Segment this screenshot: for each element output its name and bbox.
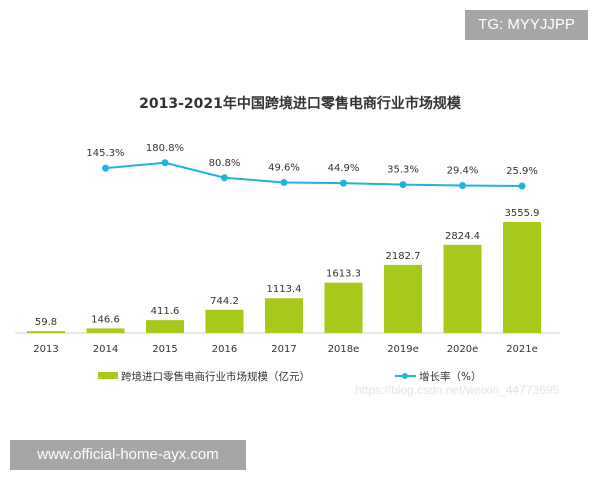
tg-watermark: TG: MYYJJPP	[465, 10, 588, 40]
bar-value-label: 744.2	[210, 296, 239, 307]
growth-label: 35.3%	[387, 165, 419, 176]
bar-value-label: 1113.4	[267, 284, 302, 295]
bar-value-label: 2824.4	[445, 231, 480, 242]
bar	[146, 320, 184, 333]
csdn-watermark: https://blog.csdn.net/weixin_44773695	[355, 383, 560, 397]
x-tick-label: 2020e	[447, 344, 479, 355]
growth-label: 145.3%	[86, 148, 124, 159]
growth-line	[105, 161, 523, 187]
bar-value-label: 1613.3	[326, 269, 361, 280]
growth-label: 49.6%	[268, 162, 300, 173]
x-tick-label: 2015	[152, 344, 177, 355]
x-tick-label: 2019e	[387, 344, 419, 355]
legend-line-label: 增长率（%）	[419, 370, 481, 383]
bar	[324, 282, 363, 333]
bar	[503, 222, 541, 333]
x-tick-label: 2013	[33, 344, 58, 355]
bar-value-label: 59.8	[35, 317, 57, 328]
bar	[27, 331, 65, 333]
bar-value-label: 3555.9	[505, 208, 540, 219]
bar	[86, 328, 125, 333]
bar-value-label: 411.6	[151, 306, 180, 317]
growth-point	[161, 159, 169, 167]
x-tick-label: 2016	[212, 344, 237, 355]
bar	[265, 298, 303, 333]
bar	[443, 244, 482, 333]
x-tick-label: 2014	[93, 344, 118, 355]
legend-line-marker	[402, 373, 408, 379]
growth-label: 29.4%	[447, 165, 479, 176]
bar-value-label: 146.6	[91, 314, 120, 325]
legend-bar-swatch	[98, 372, 118, 379]
growth-label: 80.8%	[209, 158, 241, 169]
site-watermark: www.official-home-ayx.com	[10, 440, 246, 470]
legend-bar-label: 跨境进口零售电商行业市场规模（亿元）	[121, 370, 310, 383]
bar	[205, 309, 244, 333]
growth-point	[102, 164, 109, 172]
growth-point	[459, 181, 466, 189]
growth-point	[280, 178, 288, 186]
bar-value-label: 2182.7	[386, 251, 421, 262]
growth-label: 44.9%	[328, 163, 360, 174]
growth-point	[221, 174, 228, 182]
growth-point	[399, 181, 407, 189]
growth-label: 25.9%	[506, 166, 538, 177]
chart-title: 2013-2021年中国跨境进口零售电商行业市场规模	[139, 96, 461, 112]
x-tick-label: 2021e	[506, 344, 538, 355]
growth-point	[518, 182, 526, 190]
x-tick-label: 2017	[271, 344, 296, 355]
bar	[384, 264, 422, 333]
x-tick-label: 2018e	[328, 344, 360, 355]
growth-label: 180.8%	[146, 143, 184, 154]
growth-point	[340, 179, 347, 187]
